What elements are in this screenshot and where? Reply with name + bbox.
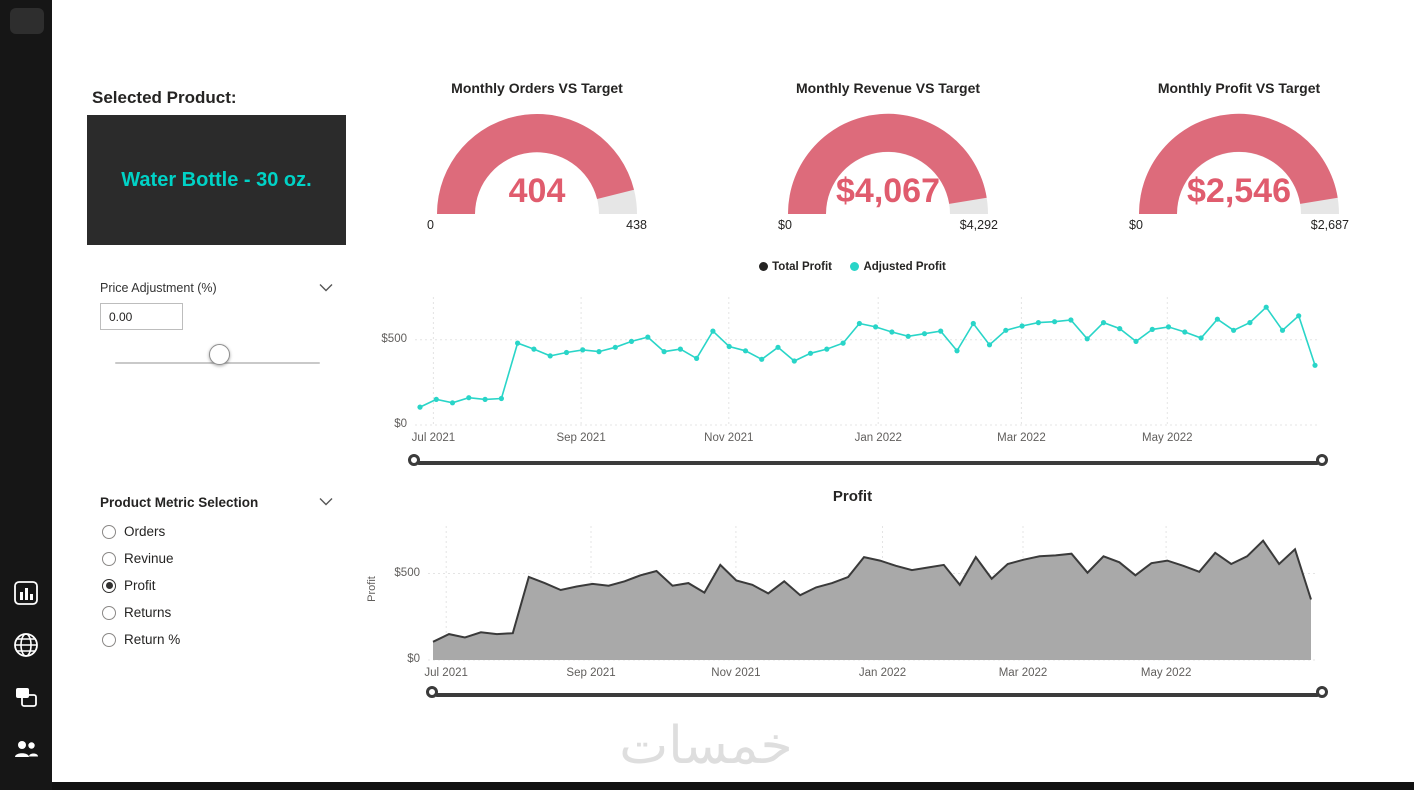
sidebar-item-web[interactable] <box>8 628 44 662</box>
x-axis-tick-label: Jan 2022 <box>854 432 902 444</box>
legend-dot-icon <box>759 262 769 271</box>
gauge-title: Monthly Orders VS Target <box>451 80 623 96</box>
sidebar-item-people[interactable] <box>8 732 44 766</box>
radio-icon[interactable] <box>102 524 116 539</box>
y-axis-tick-label: $500 <box>394 566 420 579</box>
range-slider-right-handle[interactable] <box>1316 686 1328 698</box>
gauge-arc <box>1138 113 1339 214</box>
x-axis-tick-label: Nov 2021 <box>704 432 754 444</box>
sidebar <box>0 0 52 790</box>
price-adjustment-collapse[interactable] <box>319 283 333 293</box>
area-y-axis-label: Profit <box>366 576 378 602</box>
x-axis-tick-label: Nov 2021 <box>711 667 761 679</box>
y-axis-tick-label: $0 <box>394 418 407 430</box>
x-axis-tick-label: May 2022 <box>1140 667 1192 679</box>
chevron-down-icon <box>319 498 333 506</box>
radio-label[interactable]: Orders <box>124 524 166 539</box>
legend-adjusted-profit[interactable]: Adjusted Profit <box>850 260 946 273</box>
radio-option-orders[interactable]: Orders <box>102 518 180 545</box>
chart-legend: Total Profit Adjusted Profit <box>360 258 1345 276</box>
range-slider-track[interactable] <box>435 693 1319 697</box>
x-axis-tick-label: Jan 2022 <box>858 667 907 679</box>
range-slider-left-handle[interactable] <box>408 454 420 466</box>
profit-area-chart: Profit $0 $500 Jul 2021 Sep 2021 Nov 2021 Jan… <box>360 520 1345 682</box>
range-slider-right-handle[interactable] <box>1316 454 1328 466</box>
selected-product-label: Selected Product: <box>92 88 237 107</box>
legend-dot-icon <box>850 262 860 271</box>
gauge-max-label: $4,292 <box>959 218 998 232</box>
area-chart-title: Profit <box>832 488 873 505</box>
legend-total-profit[interactable]: Total Profit <box>759 261 832 273</box>
sidebar-item-charts[interactable] <box>8 576 44 610</box>
line-chart-range-slider <box>408 453 1328 473</box>
radio-icon[interactable] <box>102 551 116 566</box>
gauge-max-label: $2,687 <box>1310 218 1349 232</box>
gauge-arc <box>437 114 637 214</box>
people-icon <box>15 741 38 757</box>
profit-line-chart: $0 $500 Jul 2021 Sep 2021 Nov 2021 Jan 2022 Ma… <box>360 295 1345 445</box>
radio-label[interactable]: Return % <box>124 632 181 647</box>
x-axis-tick-label: Mar 2022 <box>997 432 1046 444</box>
selected-product-value: Water Bottle - 30 oz. <box>121 169 312 191</box>
price-adjustment-label: Price Adjustment (%) <box>100 281 217 295</box>
radio-icon[interactable] <box>102 632 116 647</box>
x-axis-tick-label: May 2022 <box>1142 432 1193 444</box>
legend-label: Adjusted Profit <box>863 260 946 273</box>
gauge-value: 404 <box>508 172 566 210</box>
gauge-monthly-orders: Monthly Orders VS Target 404 0 438 <box>397 80 677 240</box>
radio-label[interactable]: Revinue <box>124 551 174 566</box>
app-menu-icon[interactable] <box>10 8 44 34</box>
x-axis-tick-label: Mar 2022 <box>998 667 1048 679</box>
range-slider-left-handle[interactable] <box>426 686 438 698</box>
gauge-min-label: $0 <box>1129 218 1143 232</box>
radio-icon[interactable] <box>102 605 116 620</box>
gauge-value: $2,546 <box>1187 172 1291 210</box>
line-plot-area <box>415 297 1320 426</box>
gauge-max-label: 438 <box>626 218 647 232</box>
radio-option-profit[interactable]: Profit <box>102 572 180 599</box>
radio-icon[interactable] <box>102 578 116 593</box>
y-axis-tick-label: $0 <box>407 653 420 665</box>
collection-icon <box>16 688 37 707</box>
price-adjustment-input[interactable] <box>100 303 183 330</box>
radio-option-revinue[interactable]: Revinue <box>102 545 180 572</box>
gauge-min-label: $0 <box>778 218 792 232</box>
area-plot-area <box>428 526 1316 661</box>
gauge-arc <box>787 113 988 214</box>
x-axis-tick-label: Sep 2021 <box>566 667 616 679</box>
gauge-monthly-revenue: Monthly Revenue VS Target $4,067 $0 $4,2… <box>748 80 1028 240</box>
gauge-title: Monthly Revenue VS Target <box>795 80 981 96</box>
gauge-monthly-profit: Monthly Profit VS Target $2,546 $0 $2,68… <box>1099 80 1379 240</box>
chevron-down-icon <box>319 284 333 292</box>
x-axis-tick-label: Jul 2021 <box>411 432 456 444</box>
range-slider-track[interactable] <box>417 461 1319 465</box>
legend-label: Total Profit <box>772 260 832 273</box>
metric-radio-list: Orders Revinue Profit Returns Return % <box>102 518 180 653</box>
metric-selection-collapse[interactable] <box>319 497 333 507</box>
radio-option-returns[interactable]: Returns <box>102 599 180 626</box>
watermark-text: خمسات <box>619 717 793 775</box>
area-chart-range-slider <box>426 685 1328 705</box>
radio-option-return-pct[interactable]: Return % <box>102 626 180 653</box>
gauge-min-label: 0 <box>427 218 434 232</box>
bottom-edge-bar <box>0 782 1414 790</box>
globe-icon <box>14 633 38 657</box>
selected-product-card: Water Bottle - 30 oz. <box>87 115 346 245</box>
x-axis-tick-label: Jul 2021 <box>424 667 468 679</box>
radio-label[interactable]: Profit <box>124 578 156 593</box>
gauge-value: $4,067 <box>836 172 940 210</box>
radio-label[interactable]: Returns <box>124 605 172 620</box>
y-axis-tick-label: $500 <box>381 332 407 345</box>
gauge-title: Monthly Profit VS Target <box>1157 80 1321 96</box>
price-adjustment-slider-handle[interactable] <box>209 344 230 365</box>
metric-selection-label: Product Metric Selection <box>100 495 259 510</box>
bar-chart-icon <box>14 581 38 605</box>
x-axis-tick-label: Sep 2021 <box>556 432 606 444</box>
sidebar-item-collection[interactable] <box>8 680 44 714</box>
